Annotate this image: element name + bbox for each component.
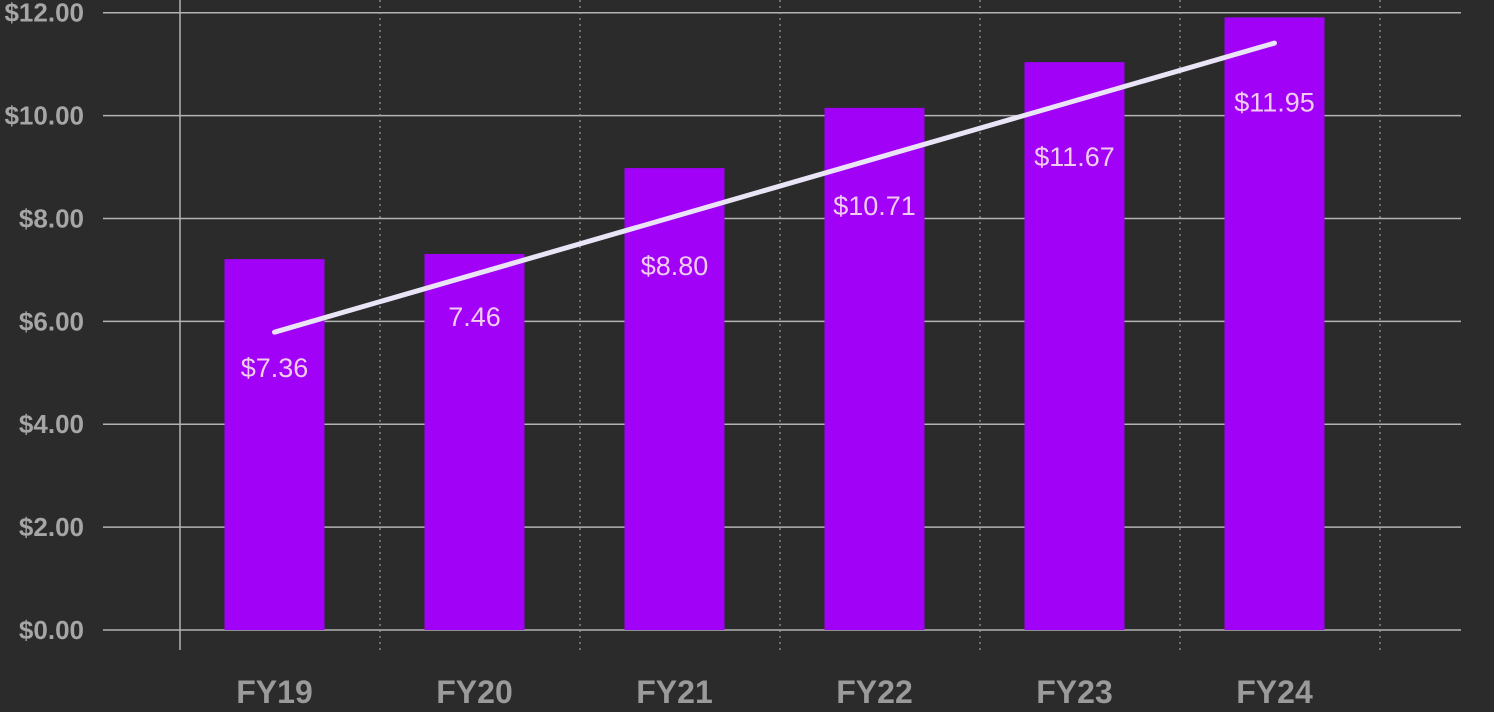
bar-fy23 [1024,62,1125,630]
bar-fy19 [224,259,325,630]
bar-fy20 [424,253,525,630]
bar-value-label: $8.80 [641,251,709,281]
bar-fy22 [824,107,925,630]
x-axis-tick-label: FY24 [1236,674,1313,707]
y-axis-tick-label: $4.00 [19,409,84,439]
x-axis-tick-label: FY23 [1036,674,1112,707]
bar-value-label: $7.36 [241,353,309,383]
x-axis-tick-label: FY20 [436,674,512,707]
y-axis-tick-label: $0.00 [19,615,84,645]
x-axis-tick-label: FY19 [236,674,312,707]
bar-value-label: $11.95 [1234,87,1315,117]
y-axis-tick-label: $2.00 [19,512,84,542]
x-axis-tick-label: FY21 [636,674,712,707]
y-axis-tick-label: $10.00 [4,101,84,131]
bar-value-label: $10.71 [833,191,916,221]
y-axis-tick-label: $8.00 [19,203,84,233]
y-axis-tick-label: $12.00 [4,0,84,28]
bar-value-label: 7.46 [448,302,501,332]
trendline [272,40,1277,335]
x-axis-tick-label: FY22 [836,674,912,707]
bar-fy21 [624,168,725,631]
bar-value-label: $11.67 [1034,142,1115,172]
y-axis-tick-label: $6.00 [19,306,84,336]
bar-fy24 [1224,17,1325,630]
